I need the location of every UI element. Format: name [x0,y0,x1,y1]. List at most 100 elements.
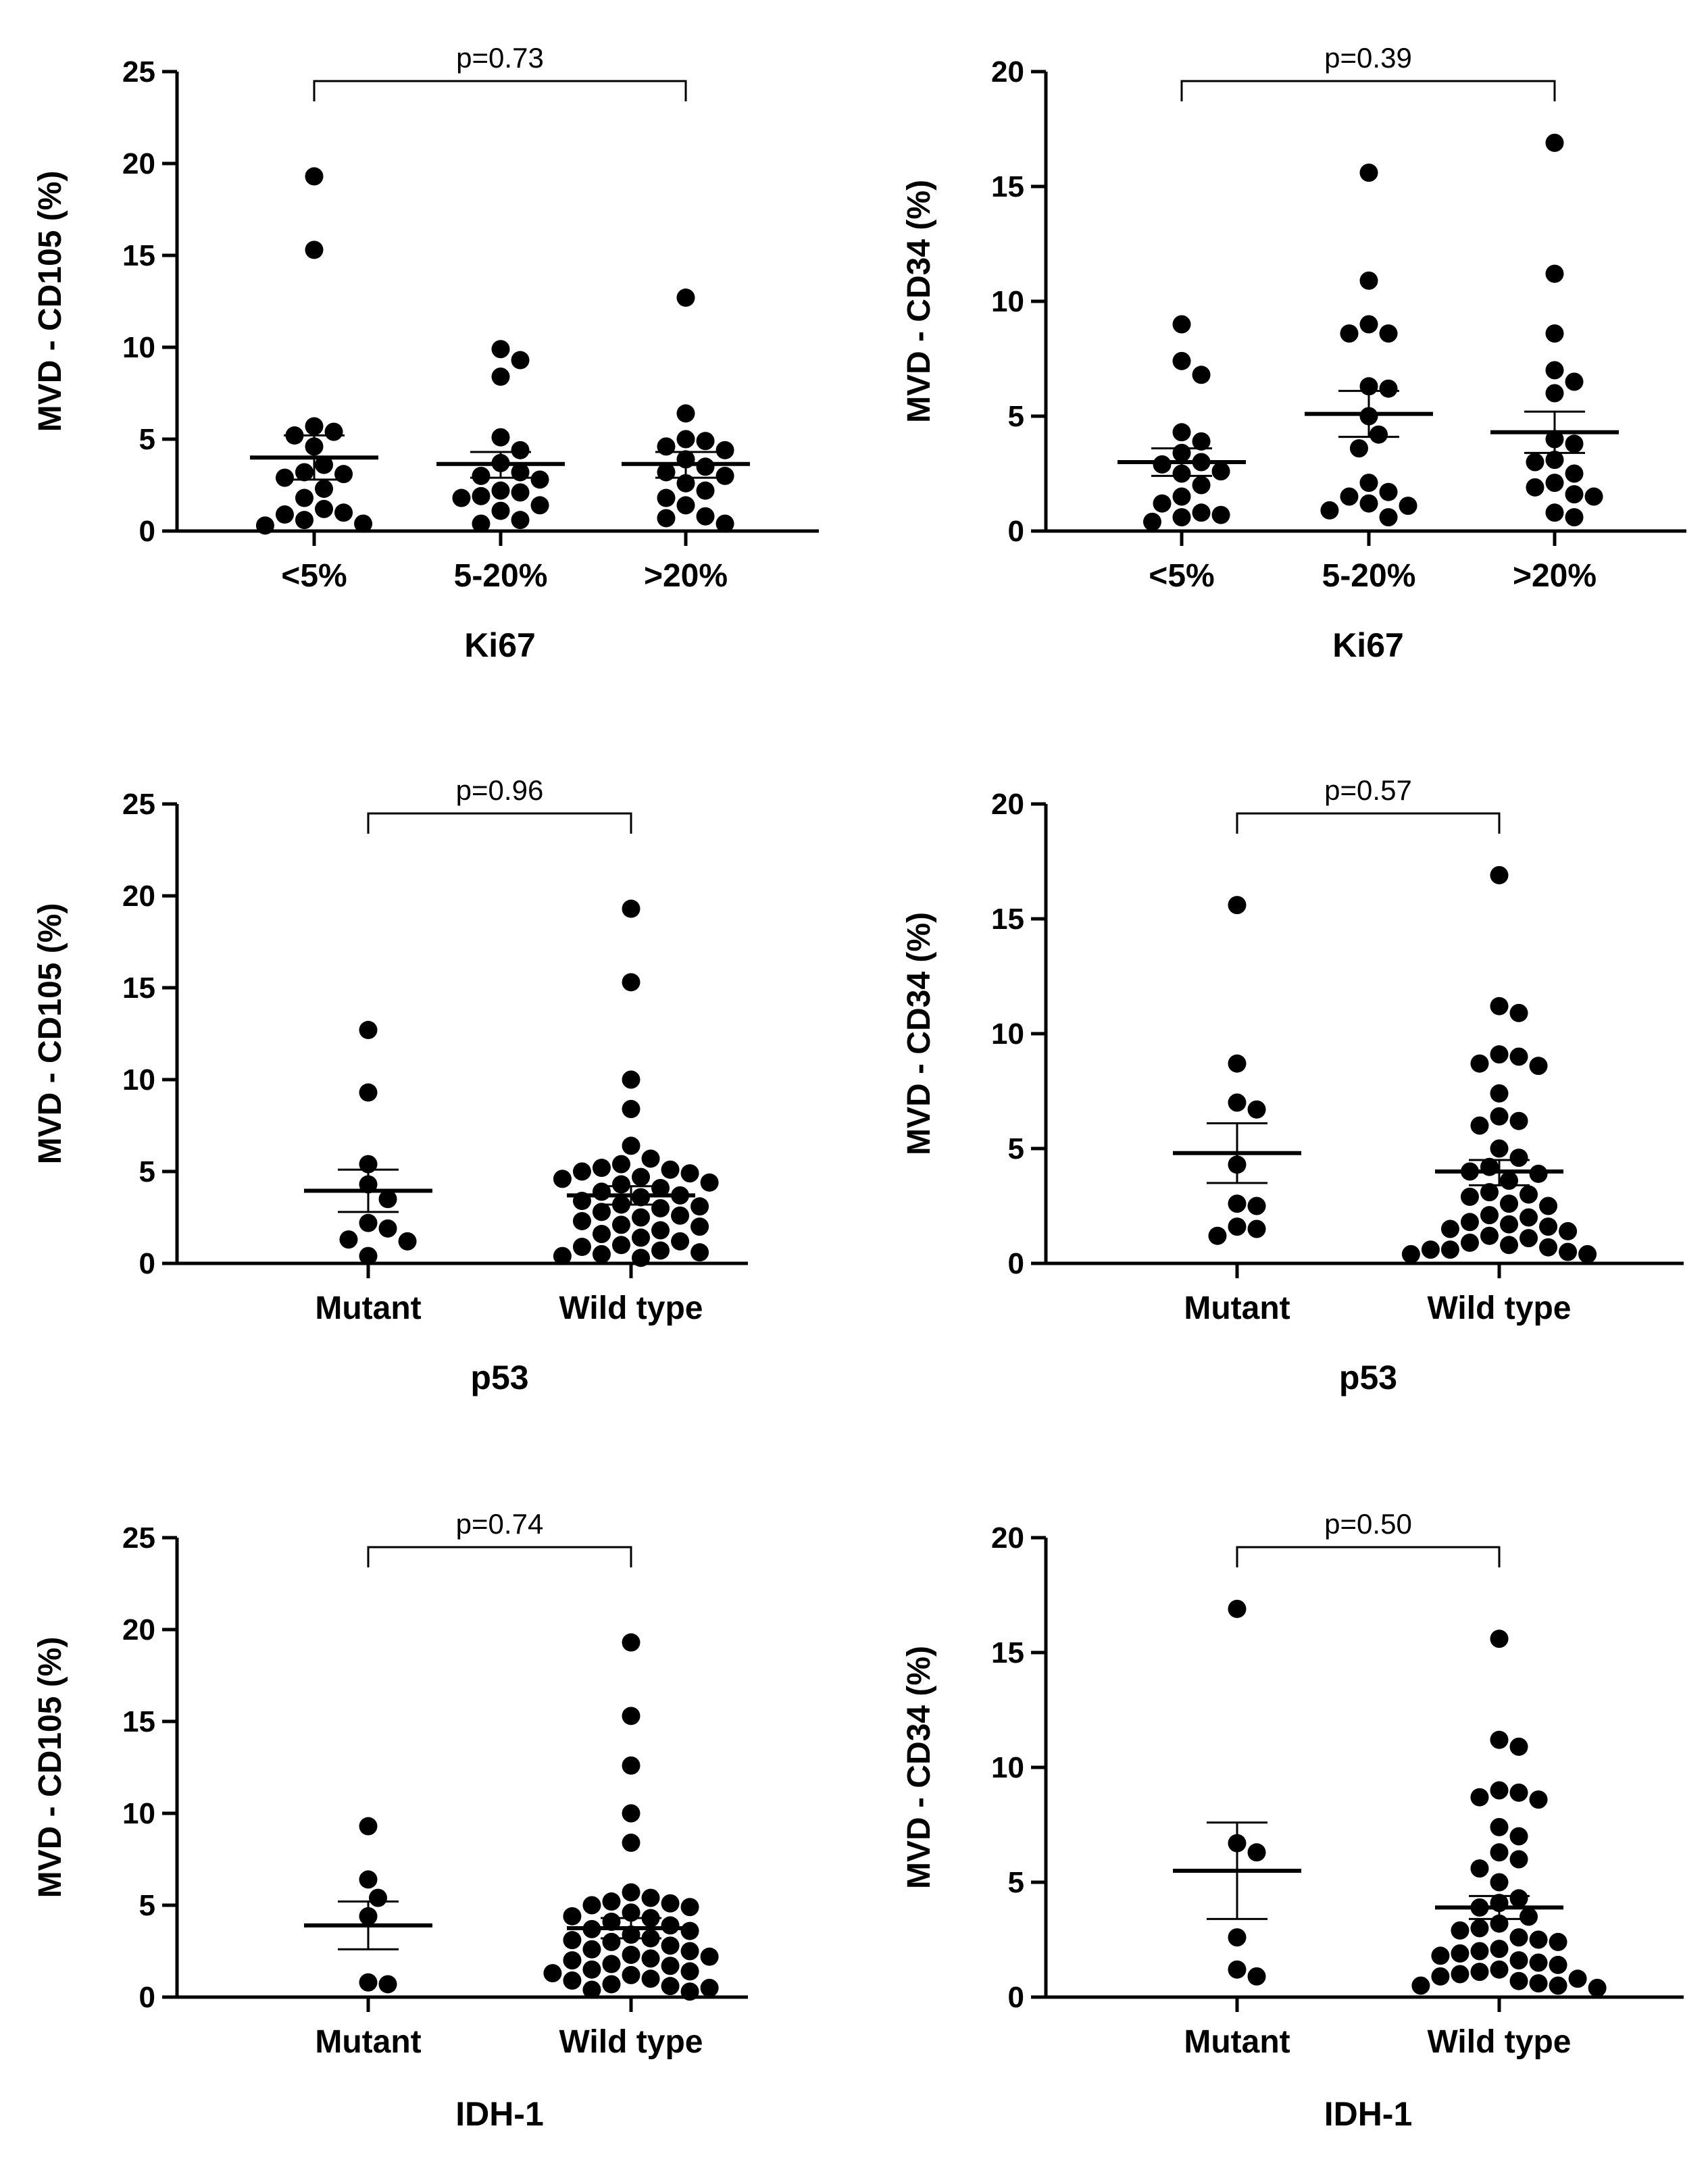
data-point [491,428,510,447]
data-point [622,899,640,918]
data-point [572,1238,591,1257]
y-axis-label: MVD - CD105 (%) [32,171,68,432]
data-point [1509,1737,1528,1756]
data-point [680,1982,699,2001]
data-point [295,463,313,482]
data-point [1490,865,1509,884]
data-point [1490,1781,1509,1800]
data-point [1490,1960,1509,1979]
data-point [1519,1907,1538,1926]
data-point [622,1834,640,1853]
data-point [315,479,334,498]
data-point [622,1945,640,1964]
data-point [472,486,491,505]
data-point [1247,1219,1266,1238]
data-point [1480,1206,1499,1225]
data-point [1192,503,1211,522]
data-point [1359,315,1378,334]
y-tick-label: 10 [122,1797,155,1830]
data-point [602,1892,621,1911]
data-point [543,1964,562,1983]
x-category-label: Mutant [1184,1290,1290,1326]
data-point [491,481,510,500]
data-point [1545,324,1564,343]
data-point [1526,478,1544,497]
data-point [592,1224,611,1243]
data-point [611,1236,630,1255]
data-point [690,1217,709,1236]
data-point [1545,133,1564,152]
data-point [563,1931,582,1950]
p-value-label: p=0.74 [456,1508,544,1540]
data-point [1153,455,1172,474]
y-tick-label: 5 [139,1155,155,1188]
data-point [661,1160,680,1179]
data-point [1549,1932,1567,1951]
data-point [1359,271,1378,290]
data-point [1228,896,1247,915]
data-point [661,1957,680,1975]
data-point [651,1178,670,1197]
x-category-label: <5% [281,558,347,594]
data-point [572,1211,591,1230]
y-axis-label: MVD - CD34 (%) [901,912,937,1155]
data-point [1480,1226,1499,1245]
p-value-label: p=0.96 [456,774,544,806]
data-point [622,1070,640,1089]
data-point [1559,1221,1578,1240]
data-point [334,503,353,522]
data-point [582,1896,601,1915]
x-category-label: Mutant [315,2024,421,2060]
data-point [324,422,343,441]
data-point [592,1159,611,1178]
significance-bracket [367,812,632,834]
data-point [1172,508,1191,527]
data-point [1568,1969,1587,1988]
data-point [641,1149,660,1168]
data-point [359,1973,378,1992]
data-point [1379,379,1398,398]
data-point [255,516,274,535]
p-value-label: p=0.39 [1324,42,1412,74]
x-category-label: >20% [1513,558,1597,594]
data-point [622,1965,640,1984]
data-point [563,1951,582,1970]
data-point [1370,425,1388,444]
y-tick-label: 15 [122,972,155,1005]
data-point [1192,366,1211,384]
data-point [671,1206,690,1225]
data-point [632,1167,651,1186]
data-point [1247,1100,1266,1119]
data-point [1545,384,1564,403]
y-tick-label: 10 [122,331,155,364]
data-point [1247,1197,1266,1215]
data-point [1545,503,1564,522]
data-point [622,1707,640,1726]
data-point [315,455,334,474]
data-point [622,973,640,992]
data-point [661,1936,680,1955]
data-point [622,1804,640,1823]
data-point [511,483,530,502]
data-point [553,1169,572,1188]
data-point [700,1978,719,1997]
data-point [715,440,734,459]
data-point [563,1971,582,1990]
data-point [1545,451,1564,470]
data-point [359,1817,378,1836]
data-point [671,1232,690,1251]
data-point [1565,464,1584,483]
data-point [1519,1185,1538,1204]
data-point [582,1980,601,1999]
data-point [369,1888,388,1907]
data-point [491,368,510,386]
data-point [1142,512,1161,531]
data-point [680,1921,699,1940]
x-category-label: 5-20% [1322,558,1416,594]
data-point [1529,1057,1548,1076]
y-tick-label: 0 [139,1981,155,2014]
data-point [651,1199,670,1217]
data-point [1228,1054,1247,1073]
y-axis-label: MVD - CD34 (%) [901,1646,937,1889]
